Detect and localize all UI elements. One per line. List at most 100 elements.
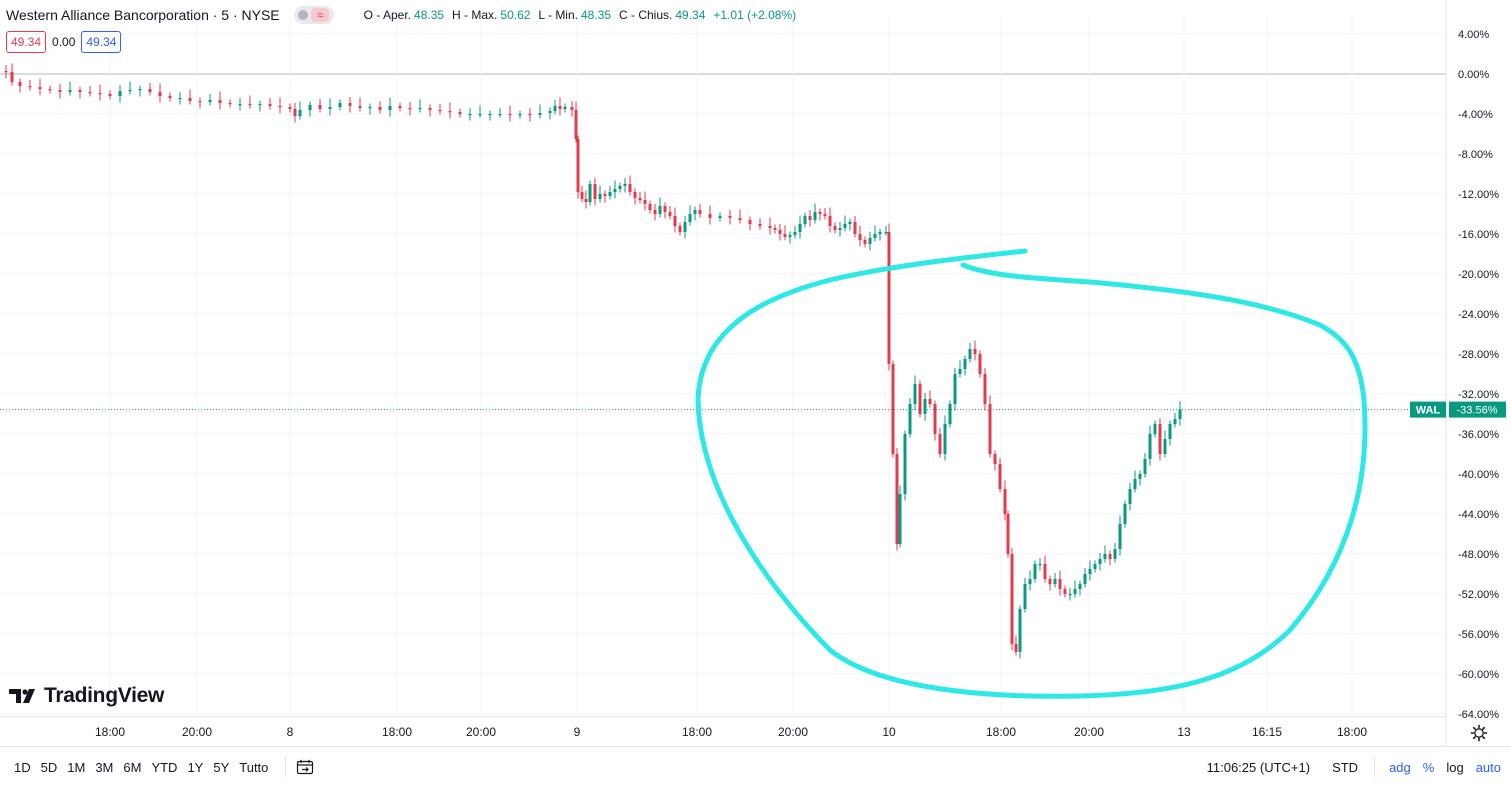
log-toggle[interactable]: log — [1446, 759, 1464, 775]
candle-body — [1163, 439, 1167, 454]
sell-button[interactable]: 49.34 — [6, 31, 47, 53]
candle-body — [1128, 489, 1132, 504]
candle-body — [1178, 409, 1182, 419]
candle-body — [988, 404, 992, 454]
legend-toggle[interactable]: ≈ — [293, 6, 334, 24]
candle-body — [1023, 584, 1027, 609]
x-tick-label: 20:00 — [778, 725, 808, 739]
candle-body — [1133, 479, 1137, 489]
candle-body — [858, 234, 862, 240]
candle-body — [553, 106, 557, 111]
candle-body — [933, 404, 937, 434]
candle-body — [973, 349, 977, 354]
candle-body — [1118, 524, 1122, 549]
candle-body — [1123, 504, 1127, 524]
y-tick-label: -48.00% — [1458, 549, 1499, 561]
range-5d[interactable]: 5D — [40, 759, 58, 775]
candle-body — [1028, 579, 1032, 584]
low-label: L - Min. — [538, 8, 578, 22]
candle-body — [338, 103, 342, 107]
candle-body — [1018, 609, 1022, 652]
candle-body — [438, 110, 442, 112]
candle-body — [913, 384, 917, 404]
candle-body — [388, 106, 392, 110]
range-all[interactable]: Tutto — [239, 759, 269, 775]
candle-body — [558, 106, 562, 109]
candle-body — [828, 216, 832, 226]
candle-body — [1093, 564, 1097, 569]
candle-body — [398, 106, 402, 108]
session-button[interactable]: STD — [1332, 759, 1359, 775]
candle-body — [68, 90, 72, 92]
adjust-toggle[interactable]: adg — [1389, 759, 1411, 775]
candle-body — [873, 234, 877, 238]
price-tag — [1449, 401, 1506, 418]
y-tick-label: -40.00% — [1458, 469, 1499, 481]
y-tick-label: -32.00% — [1458, 389, 1499, 401]
range-1y[interactable]: 1Y — [187, 759, 204, 775]
y-tick-label: 4.00% — [1458, 29, 1489, 41]
range-1m[interactable]: 1M — [67, 759, 86, 775]
range-1d[interactable]: 1D — [14, 759, 31, 775]
candle-body — [938, 434, 942, 454]
date-range-icon[interactable] — [296, 759, 314, 775]
candle-body — [678, 226, 682, 232]
candle-body — [118, 91, 122, 96]
candle-body — [293, 109, 297, 116]
candle-body — [833, 226, 837, 230]
candle-body — [693, 210, 697, 214]
candle-body — [1053, 579, 1057, 584]
candle-body — [728, 216, 732, 218]
gear-icon[interactable] — [1470, 724, 1488, 742]
candle-body — [508, 114, 512, 116]
toolbar-divider — [285, 757, 287, 777]
y-tick-label: -16.00% — [1458, 229, 1499, 241]
candle-body — [623, 184, 627, 186]
x-tick-label: 13 — [1177, 725, 1191, 739]
candle-body — [918, 384, 922, 414]
candle-body — [1048, 579, 1052, 584]
candle-body — [588, 184, 592, 202]
candle-body — [148, 89, 152, 92]
x-tick-label: 20:00 — [1074, 725, 1104, 739]
candle-body — [28, 86, 32, 88]
candle-body — [198, 101, 202, 103]
auto-toggle[interactable]: auto — [1475, 759, 1501, 775]
candle-body — [1006, 514, 1010, 554]
percent-toggle[interactable]: % — [1422, 759, 1435, 775]
candle-body — [928, 399, 932, 404]
range-6m[interactable]: 6M — [123, 759, 142, 775]
candle-body — [138, 89, 142, 91]
candle-body — [368, 107, 372, 109]
tradingview-logo[interactable]: TradingView — [8, 684, 164, 708]
candle-body — [993, 454, 997, 464]
candle-body — [458, 112, 462, 114]
candle-body — [574, 110, 578, 139]
candle-body — [838, 228, 842, 230]
symbol-title[interactable]: Western Alliance Bancorporation · 5 · NY… — [6, 7, 280, 23]
candle-body — [853, 222, 857, 234]
y-tick-label: -64.00% — [1458, 709, 1499, 721]
candle-body — [818, 212, 822, 214]
wave-icon: ≈ — [311, 8, 330, 22]
candle-body — [498, 114, 502, 116]
candle-body — [428, 108, 432, 110]
clock-display[interactable]: 11:06:25 (UTC+1) — [1206, 759, 1311, 775]
candle-body — [1058, 579, 1062, 589]
candle-body — [58, 90, 62, 92]
candle-body — [887, 232, 891, 364]
range-3m[interactable]: 3M — [95, 759, 114, 775]
candle-body — [1068, 594, 1072, 596]
candle-body — [698, 210, 702, 214]
range-ytd[interactable]: YTD — [151, 759, 178, 775]
candle-body — [1098, 559, 1102, 564]
candle-body — [563, 107, 567, 109]
candle-body — [1113, 549, 1117, 559]
candle-body — [808, 216, 812, 220]
buy-button[interactable]: 49.34 — [81, 31, 122, 53]
candle-body — [318, 105, 322, 109]
candle-body — [718, 216, 722, 218]
candle-body — [848, 222, 852, 224]
range-5y[interactable]: 5Y — [213, 759, 230, 775]
